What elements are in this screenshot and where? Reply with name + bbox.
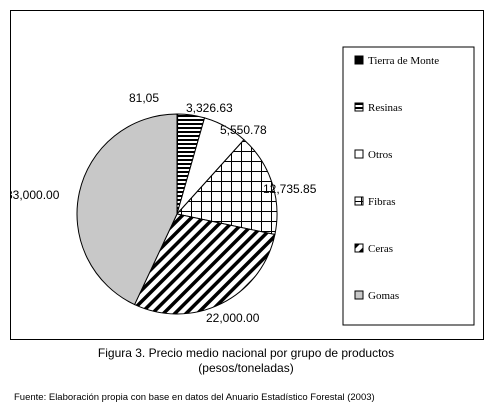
pie-chart: 81,05 3,326.63 5,550.78 12,735.85 22,000.00 3… [11, 46, 475, 326]
caption-line-2: (pesos/toneladas) [198, 361, 294, 375]
legend: Tierra de Monte Resinas Otros Fibras Ceras Go… [342, 46, 475, 326]
pie-slices [76, 113, 278, 315]
legend-swatch-tierra-de-monte [354, 55, 364, 65]
legend-swatch-ceras [354, 243, 364, 253]
legend-swatch-otros [354, 149, 364, 159]
data-label-gomas: 33,000.00 [11, 188, 60, 202]
data-label-otros: 5,550.78 [220, 123, 267, 137]
data-label-fibras: 12,735.85 [263, 182, 317, 196]
data-labels: 81,05 3,326.63 5,550.78 12,735.85 22,000.00 3… [11, 91, 317, 325]
legend-swatch-resinas [354, 102, 364, 112]
pie-slice-gomas [76, 113, 178, 306]
chart-frame: 81,05 3,326.63 5,550.78 12,735.85 22,000.00 3… [10, 10, 484, 340]
data-label-tierra-de-monte: 81,05 [129, 91, 159, 105]
legend-label-resinas: Resinas [368, 102, 402, 114]
legend-label-gomas: Gomas [368, 290, 399, 302]
legend-label-ceras: Ceras [368, 243, 393, 255]
legend-swatch-fibras [354, 196, 364, 206]
legend-label-fibras: Fibras [368, 196, 396, 208]
pie-slice-fibras [176, 139, 278, 236]
data-label-ceras: 22,000.00 [206, 311, 260, 325]
legend-label-tierra-de-monte: Tierra de Monte [368, 55, 439, 67]
legend-label-otros: Otros [368, 149, 392, 161]
legend-swatch-gomas [354, 290, 364, 300]
data-label-resinas: 3,326.63 [186, 101, 233, 115]
figure-caption: Figura 3. Precio medio nacional por grup… [0, 346, 492, 376]
source-note: Fuente: Elaboración propia con base en d… [14, 392, 375, 403]
legend-box [342, 46, 475, 326]
caption-line-1: Figura 3. Precio medio nacional por grup… [97, 346, 395, 360]
pie-slice-ceras [133, 213, 276, 315]
